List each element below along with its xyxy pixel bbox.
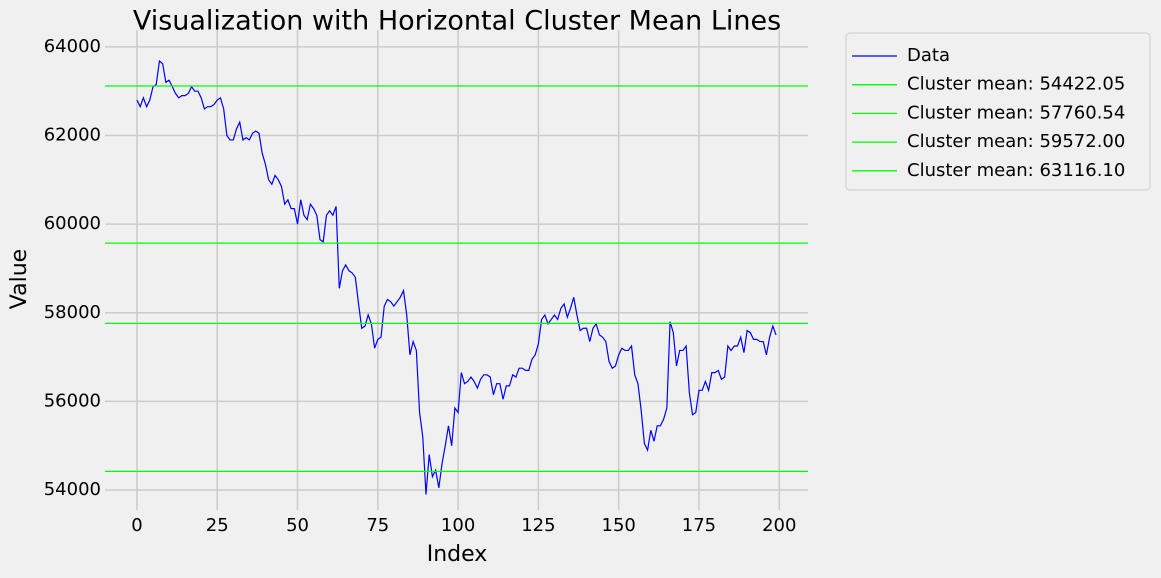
y-tick-label: 58000 <box>44 302 101 323</box>
data-line <box>136 59 777 495</box>
x-tick-label: 200 <box>762 515 796 536</box>
chart-title: Visualization with Horizontal Cluster Me… <box>133 6 781 37</box>
y-tick-label: 56000 <box>44 390 101 411</box>
x-tick-label: 175 <box>682 515 716 536</box>
legend-label: Cluster mean: 54422.05 <box>907 74 1125 95</box>
x-tick-label: 150 <box>602 515 636 536</box>
y-tick-label: 62000 <box>44 124 101 145</box>
legend-label: Cluster mean: 59572.00 <box>907 131 1125 152</box>
x-tick-label: 100 <box>441 515 475 536</box>
legend-label: Cluster mean: 57760.54 <box>907 102 1125 123</box>
x-tick-label: 50 <box>286 515 309 536</box>
legend-label: Cluster mean: 63116.10 <box>907 160 1125 181</box>
y-axis-label: Value <box>7 249 32 309</box>
x-tick-label: 75 <box>366 515 389 536</box>
x-axis-label: Index <box>427 542 488 567</box>
y-tick-label: 54000 <box>44 479 101 500</box>
x-tick-label: 125 <box>521 515 555 536</box>
y-tick-label: 64000 <box>44 36 101 57</box>
y-tick-label: 60000 <box>44 213 101 234</box>
x-tick-label: 0 <box>131 515 142 536</box>
legend-box <box>845 32 1151 191</box>
legend-label: Data <box>907 45 950 66</box>
x-tick-label: 25 <box>206 515 229 536</box>
